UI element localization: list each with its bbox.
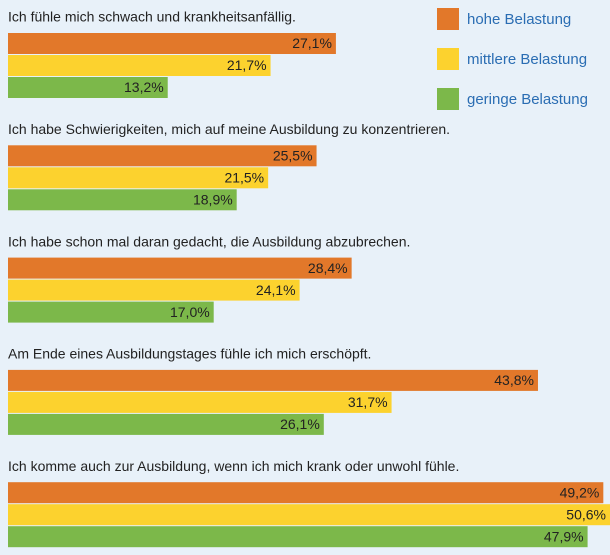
value-label: 21,7% [227,57,267,73]
bar [8,504,610,526]
legend-swatch [437,48,459,70]
legend-label: geringe Belastung [467,91,588,108]
value-label: 43,8% [494,372,534,388]
legend-swatch [437,88,459,110]
bar [8,189,237,211]
value-label: 17,0% [170,304,210,320]
value-label: 27,1% [292,35,332,51]
bar [8,55,271,76]
value-label: 31,7% [348,394,388,410]
legend-label: mittlere Belastung [467,51,587,68]
bar [8,369,538,391]
bar [8,77,168,98]
value-label: 50,6% [566,506,606,522]
value-label: 49,2% [560,484,600,500]
value-label: 13,2% [124,79,164,95]
bar [8,413,324,435]
category-label: Am Ende eines Ausbildungstages fühle ich… [8,346,371,362]
bar [8,257,352,279]
legend-swatch [437,8,459,30]
bar [8,526,588,548]
bar [8,33,336,54]
bar [8,145,317,167]
value-label: 24,1% [256,282,296,298]
category-label: Ich komme auch zur Ausbildung, wenn ich … [8,458,459,474]
value-label: 21,5% [224,170,264,186]
category-label: Ich habe Schwierigkeiten, mich auf meine… [8,121,450,137]
value-label: 25,5% [273,148,313,164]
value-label: 26,1% [280,416,320,432]
value-label: 28,4% [308,260,348,276]
category-label: Ich fühle mich schwach und krankheitsanf… [8,9,296,25]
bar [8,167,269,189]
bar [8,482,604,504]
value-label: 18,9% [193,192,233,208]
value-label: 47,9% [544,528,584,544]
legend-label: hohe Belastung [467,11,571,28]
category-label: Ich habe schon mal daran gedacht, die Au… [8,233,410,249]
bar [8,301,214,323]
bar [8,391,392,413]
bar [8,279,300,301]
